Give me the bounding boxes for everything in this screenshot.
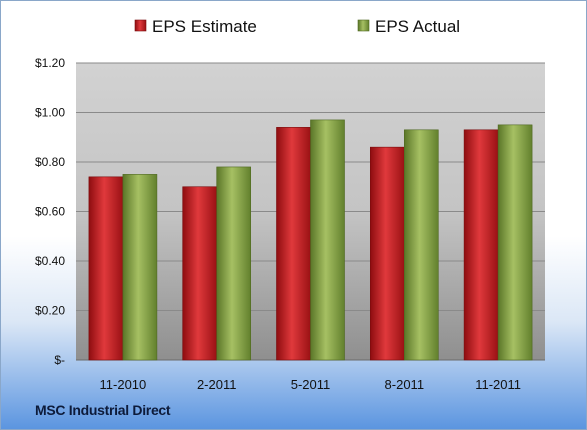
legend: EPS Estimate EPS Actual <box>134 17 460 36</box>
estimate-bar <box>369 146 405 361</box>
actual-legend-label: EPS Actual <box>375 17 460 36</box>
actual-bar <box>216 166 251 361</box>
y-tick-label: $0.60 <box>35 205 65 219</box>
y-tick-label: $1.00 <box>35 106 65 120</box>
actual-bar <box>497 124 533 361</box>
estimate-bar <box>88 176 124 361</box>
y-tick-label: $1.20 <box>35 56 65 70</box>
estimate-legend-label: EPS Estimate <box>152 17 257 36</box>
y-tick-label: $0.20 <box>35 304 65 318</box>
x-tick-label: 5-2011 <box>291 377 331 392</box>
actual-bar <box>122 174 158 361</box>
x-tick-label: 11-2011 <box>475 377 521 392</box>
bars <box>88 119 533 361</box>
y-axis-ticks: $- $0.20 $0.40 $0.60 $0.80 $1.00 $1.20 <box>35 56 65 367</box>
y-tick-label: $0.80 <box>35 155 65 169</box>
company-label: MSC Industrial Direct <box>35 402 171 418</box>
actual-bar <box>310 119 345 361</box>
estimate-bar <box>463 129 499 361</box>
x-axis-labels: 11-2010 2-2011 5-2011 8-2011 11-2011 <box>100 377 521 392</box>
y-tick-label: $- <box>54 353 65 367</box>
x-tick-label: 11-2010 <box>100 377 147 392</box>
actual-legend-swatch <box>357 19 370 32</box>
estimate-bar <box>182 186 217 361</box>
x-tick-label: 8-2011 <box>385 377 425 392</box>
estimate-legend-swatch <box>134 19 147 32</box>
y-tick-label: $0.40 <box>35 254 65 268</box>
x-tick-label: 2-2011 <box>197 377 237 392</box>
actual-bar <box>403 129 439 361</box>
estimate-bar <box>276 127 311 361</box>
